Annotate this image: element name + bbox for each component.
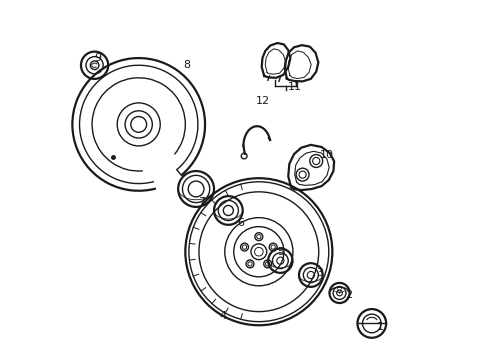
Text: 1: 1 bbox=[377, 322, 384, 332]
Text: 2: 2 bbox=[344, 290, 351, 300]
Text: 7: 7 bbox=[198, 197, 204, 207]
Text: 8: 8 bbox=[183, 60, 190, 70]
Text: 11: 11 bbox=[287, 82, 301, 92]
Circle shape bbox=[269, 243, 277, 251]
Circle shape bbox=[296, 168, 308, 181]
Text: 3: 3 bbox=[316, 268, 323, 278]
Text: 9: 9 bbox=[94, 53, 101, 63]
Circle shape bbox=[245, 260, 253, 268]
Circle shape bbox=[263, 260, 271, 268]
Text: 10: 10 bbox=[319, 150, 333, 160]
Text: 12: 12 bbox=[255, 96, 269, 106]
Circle shape bbox=[309, 154, 322, 167]
Text: 6: 6 bbox=[237, 218, 244, 228]
Circle shape bbox=[254, 233, 262, 240]
Circle shape bbox=[240, 243, 248, 251]
Text: 5: 5 bbox=[276, 247, 283, 257]
Text: 4: 4 bbox=[219, 311, 226, 321]
